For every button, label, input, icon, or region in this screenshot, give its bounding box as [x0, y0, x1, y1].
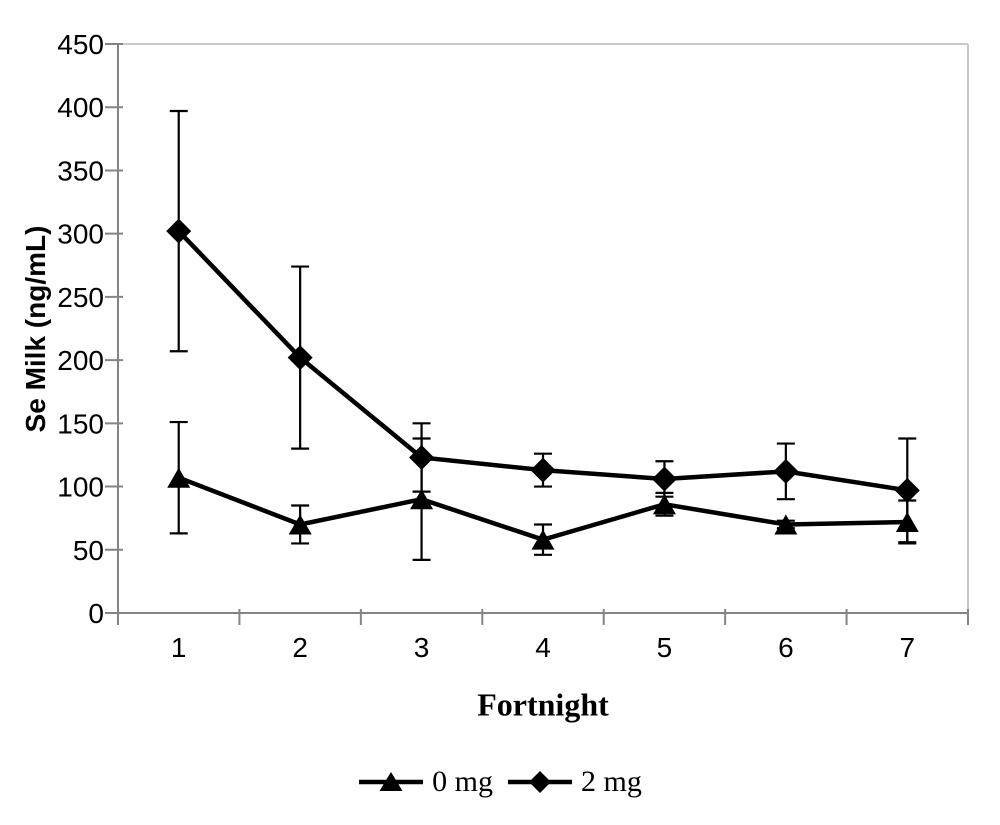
series-0-mg-marker-6	[774, 514, 798, 535]
plot-area: 0 50 100 150 200 250 300 350 400 450 1 2 3 4 5 6 7	[57, 29, 969, 663]
y-tick-label-450: 450	[57, 29, 104, 60]
x-tick-label-5: 5	[657, 632, 673, 663]
legend-label-0mg: 0 mg	[432, 765, 493, 798]
legend-marker-triangle-icon	[359, 772, 424, 791]
x-tick-label-1: 1	[171, 632, 187, 663]
legend-marker-diamond-icon	[508, 771, 572, 793]
x-tick-label-3: 3	[414, 632, 430, 663]
series-2-mg-line	[177, 229, 908, 493]
series-0-mg-marker-3	[410, 489, 434, 510]
x-tick-label-2: 2	[292, 632, 308, 663]
y-tick-label-150: 150	[57, 408, 104, 439]
y-tick-label-350: 350	[57, 155, 104, 186]
x-tick-label-4: 4	[535, 632, 551, 663]
legend-label-2mg: 2 mg	[581, 765, 642, 798]
y-tick-label-200: 200	[57, 345, 104, 376]
y-tick-label-100: 100	[57, 472, 104, 503]
y-tick-label-0: 0	[88, 598, 104, 629]
series-2-mg-marker-1	[166, 218, 192, 244]
y-tick-label-400: 400	[57, 92, 104, 123]
x-tick-label-7: 7	[899, 632, 915, 663]
legend-item-0mg: 0 mg	[358, 765, 493, 799]
chart-legend: 0 mg 2 mg	[0, 762, 1000, 802]
series-2-mg-marker-3	[409, 444, 435, 470]
series-0-mg-marker-1	[167, 467, 191, 488]
series-0-mg-marker-5	[652, 494, 676, 515]
series-2-mg-marker-4	[530, 457, 556, 483]
series-2-mg-marker-2	[287, 345, 313, 371]
series-2-mg-marker-7	[894, 477, 920, 503]
y-tick-label-250: 250	[57, 282, 104, 313]
y-axis-title: Se Milk (ng/mL)	[20, 225, 51, 433]
legend-item-2mg: 2 mg	[507, 765, 642, 799]
series-0-mg-marker-4	[531, 529, 555, 550]
x-axis-title: Fortnight	[477, 686, 609, 723]
x-tick-label-6: 6	[778, 632, 794, 663]
y-tick-label-50: 50	[73, 535, 104, 566]
y-tick-label-300: 300	[57, 219, 104, 250]
series-2-mg-marker-5	[651, 466, 677, 492]
series-0-mg-marker-2	[288, 514, 312, 535]
series-2-mg-marker-6	[773, 458, 799, 484]
